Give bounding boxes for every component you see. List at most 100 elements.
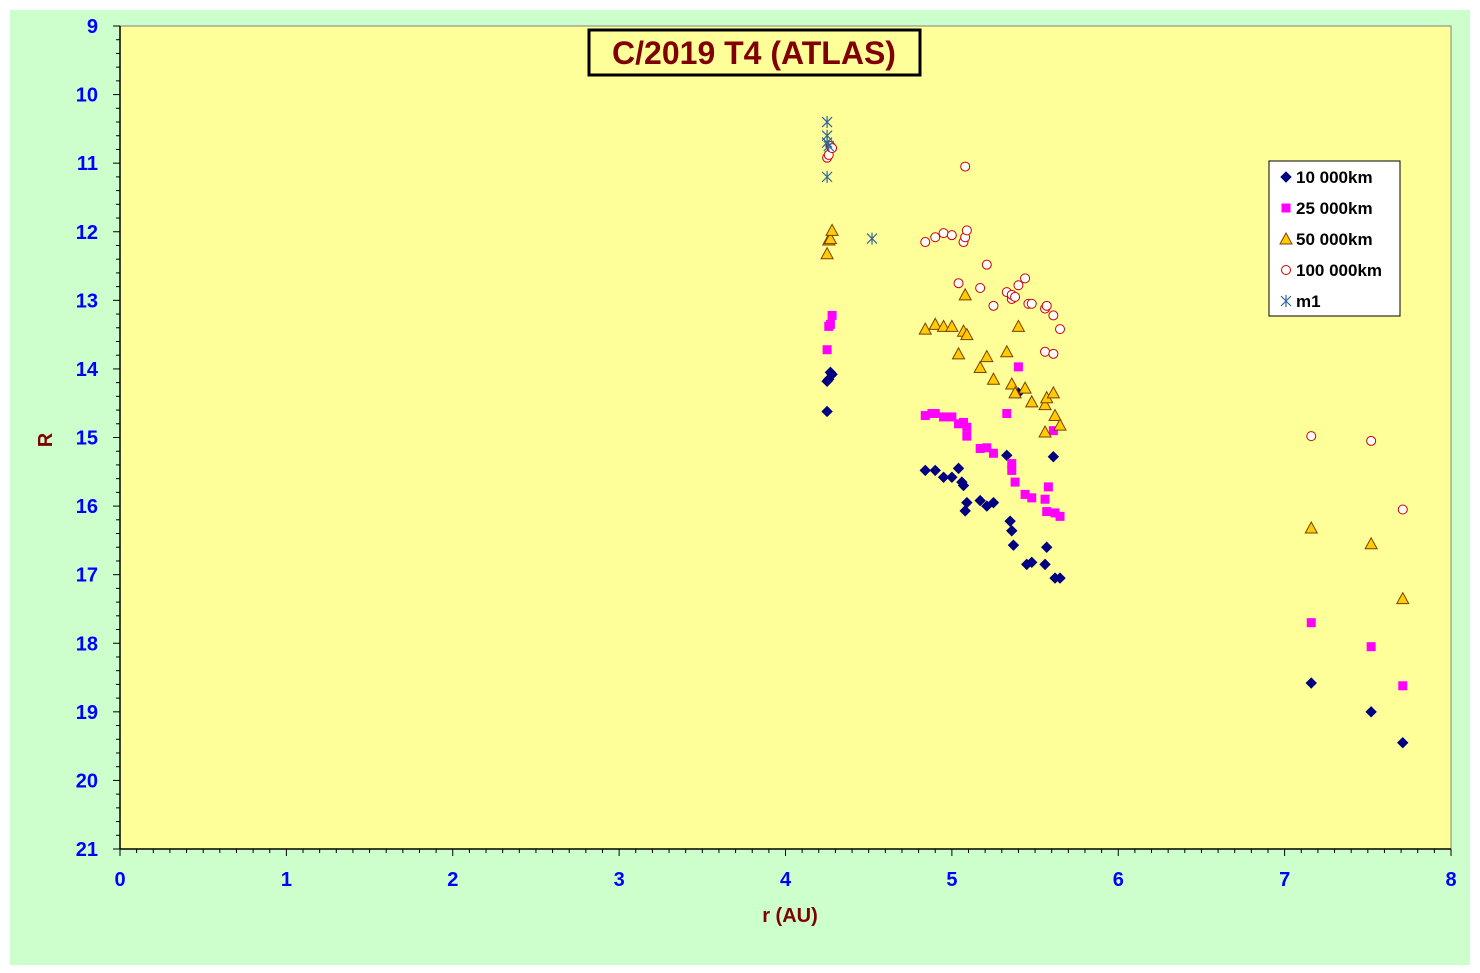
data-point — [826, 368, 838, 381]
title-box-frame — [587, 28, 922, 77]
series-100-000km — [822, 141, 1408, 515]
data-point — [1010, 477, 1020, 487]
x-tick-label: 6 — [1113, 869, 1124, 891]
data-point — [953, 278, 964, 289]
data-point — [1001, 449, 1013, 462]
data-point — [1011, 319, 1026, 332]
series-25-000km — [822, 310, 1408, 691]
data-point — [1018, 381, 1032, 394]
data-point — [820, 246, 834, 260]
data-point — [1010, 291, 1021, 302]
data-point — [1042, 507, 1052, 517]
data-point — [988, 300, 999, 311]
data-point — [920, 237, 931, 248]
data-point — [1366, 642, 1376, 652]
legend-label: 10 000km — [1296, 168, 1373, 187]
data-point — [939, 412, 949, 422]
data-point — [936, 319, 951, 332]
x-tick-label: 7 — [1279, 869, 1290, 891]
axis-labels: r (AU) R — [35, 432, 818, 927]
y-axis-label: R — [35, 432, 57, 447]
data-point — [920, 411, 930, 421]
x-tick-label: 1 — [281, 869, 292, 891]
data-point — [821, 405, 833, 418]
data-point — [960, 161, 971, 172]
data-point — [958, 287, 973, 301]
y-tick-label: 14 — [76, 359, 99, 381]
y-tick-label: 19 — [76, 702, 98, 724]
data-point — [986, 372, 1001, 385]
data-point — [1002, 408, 1012, 418]
data-point — [1397, 504, 1408, 515]
data-point — [1366, 435, 1377, 446]
x-tick-label: 0 — [114, 869, 125, 891]
data-point — [981, 259, 992, 270]
data-point — [1046, 385, 1061, 399]
data-point — [974, 494, 986, 507]
data-point — [1039, 558, 1051, 571]
data-point — [988, 448, 998, 458]
data-point — [1304, 520, 1319, 534]
legend-marker — [1280, 171, 1292, 183]
data-point — [1047, 450, 1060, 463]
data-point — [945, 319, 959, 332]
legend-marker — [1280, 295, 1292, 307]
legend-label: 25 000km — [1296, 199, 1373, 218]
y-tick-label: 17 — [76, 565, 98, 587]
y-tick-label: 11 — [77, 153, 98, 175]
data-point — [952, 462, 965, 475]
data-point — [1398, 681, 1408, 691]
data-point — [951, 346, 966, 360]
data-point — [825, 223, 839, 236]
data-point — [1004, 376, 1019, 390]
data-point — [1041, 541, 1053, 553]
data-point — [1048, 408, 1062, 422]
data-point — [937, 471, 950, 483]
data-point — [930, 408, 940, 418]
data-marks — [820, 116, 1410, 749]
data-point — [960, 327, 974, 341]
data-point — [918, 322, 933, 335]
data-point — [1053, 418, 1067, 431]
y-tick-label: 13 — [76, 290, 98, 312]
data-point — [1013, 362, 1023, 372]
legend-box — [1268, 160, 1401, 317]
y-tick-label: 21 — [76, 839, 98, 861]
data-point — [1020, 273, 1031, 284]
data-point — [827, 310, 837, 320]
x-tick-label: 8 — [1445, 869, 1456, 891]
data-point — [1364, 536, 1378, 550]
data-point — [1027, 493, 1037, 503]
data-point — [1013, 280, 1024, 291]
data-point — [1054, 572, 1066, 584]
series-50-000km — [820, 223, 1410, 605]
data-point — [1048, 310, 1059, 321]
data-point — [962, 422, 972, 432]
data-point — [1026, 298, 1037, 309]
data-point — [1026, 556, 1038, 569]
data-point — [930, 232, 941, 243]
data-point — [946, 471, 958, 483]
legend: 10 000km 25 000km 50 000km 100 000km m1 — [1268, 160, 1401, 317]
data-point — [1365, 706, 1377, 718]
x-tick-label: 2 — [447, 869, 458, 891]
legend-marker — [1279, 231, 1293, 245]
data-point — [1007, 539, 1020, 551]
chart-title-box: C/2019 T4 (ATLAS) — [587, 28, 922, 77]
data-point — [959, 417, 969, 427]
data-point — [1050, 508, 1060, 518]
data-point — [1038, 424, 1052, 438]
data-point — [961, 225, 972, 236]
y-tick-label: 16 — [76, 496, 98, 518]
chart-title: C/2019 T4 (ATLAS) — [612, 35, 896, 71]
data-point — [1305, 677, 1317, 689]
legend-label: 100 000km — [1296, 261, 1382, 280]
data-point — [946, 230, 957, 241]
data-point — [975, 282, 986, 293]
data-point — [1020, 489, 1030, 499]
data-point — [959, 505, 971, 517]
data-point — [1055, 324, 1066, 335]
data-point — [1041, 300, 1052, 311]
